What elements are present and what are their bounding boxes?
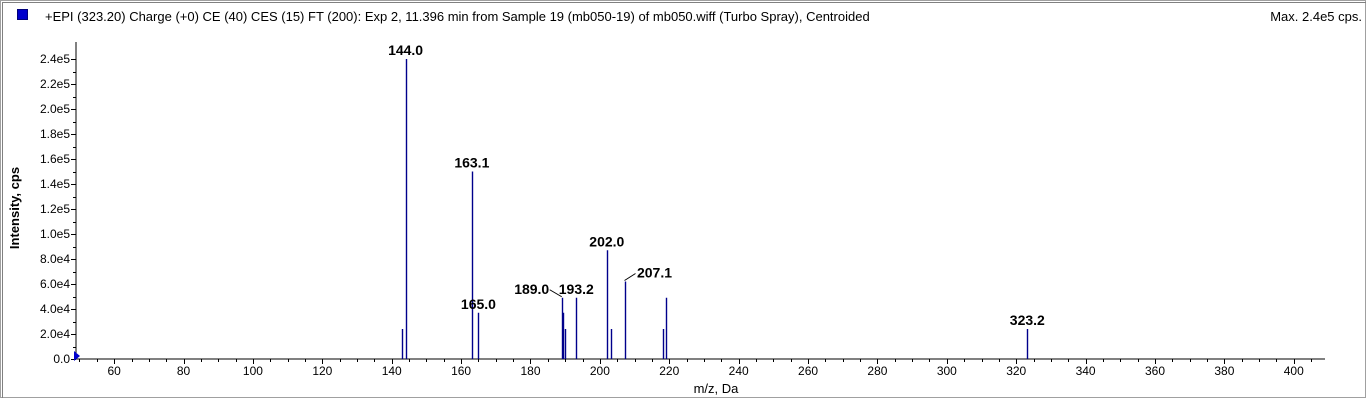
x-tick-label: 320 <box>1006 364 1026 378</box>
x-tick-label: 400 <box>1284 364 1304 378</box>
peak-label: 202.0 <box>589 233 624 249</box>
y-tick-label: 2.0e5 <box>40 102 70 116</box>
peak-label-leader <box>624 273 636 281</box>
y-tick-label: 2.0e4 <box>40 327 70 341</box>
max-intensity-label: Max. 2.4e5 cps. <box>1270 9 1362 24</box>
cursor-marker-icon[interactable] <box>74 351 80 361</box>
x-tick-label: 100 <box>243 364 263 378</box>
x-tick-label: 160 <box>451 364 471 378</box>
x-tick-label: 140 <box>382 364 402 378</box>
peak-label: 207.1 <box>637 265 672 281</box>
x-tick-label: 220 <box>659 364 679 378</box>
x-tick-label: 260 <box>798 364 818 378</box>
peak-label: 323.2 <box>1010 312 1045 328</box>
x-tick-label: 200 <box>590 364 610 378</box>
y-tick-label: 6.0e4 <box>40 277 70 291</box>
x-tick-label: 380 <box>1214 364 1234 378</box>
peaks-group <box>401 59 1029 359</box>
y-tick-label: 2.4e5 <box>40 52 70 66</box>
x-tick-label: 300 <box>937 364 957 378</box>
y-tick-label: 4.0e4 <box>40 302 70 316</box>
y-tick-label: 1.4e5 <box>40 177 70 191</box>
x-axis-title: m/z, Da <box>694 381 740 396</box>
spectrum-title: +EPI (323.20) Charge (+0) CE (40) CES (1… <box>45 9 870 24</box>
axes-group: 60 80 100 120 140 160 180 200 220 240 260 280 300 320… <box>40 42 1325 378</box>
x-tick-label: 280 <box>867 364 887 378</box>
peak-label: 165.0 <box>461 296 496 312</box>
x-tick-label: 240 <box>729 364 749 378</box>
peak-label: 193.2 <box>559 281 594 297</box>
x-tick-label: 80 <box>177 364 191 378</box>
x-tick-label: 120 <box>312 364 332 378</box>
y-tick-label: 1.8e5 <box>40 127 70 141</box>
y-tick-label: 2.2e5 <box>40 77 70 91</box>
x-tick-label: 180 <box>520 364 540 378</box>
peak-label-leader <box>549 289 562 298</box>
x-tick-label: 340 <box>1076 364 1096 378</box>
y-tick-label: 1.0e5 <box>40 227 70 241</box>
x-tick-label: 60 <box>107 364 121 378</box>
y-tick-label: 1.6e5 <box>40 152 70 166</box>
peak-label: 144.0 <box>388 42 423 58</box>
y-axis-title: Intensity, cps <box>7 167 22 249</box>
y-tick-label: 1.2e5 <box>40 202 70 216</box>
series-legend-swatch[interactable] <box>17 9 28 20</box>
peak-annotations-group: 144.0 163.1 165.0 189.0 193.2 202.0 207.1 323.2 <box>388 42 1045 328</box>
y-tick-label: 0.0 <box>53 352 70 366</box>
peak-label: 189.0 <box>514 281 549 297</box>
x-tick-label: 360 <box>1145 364 1165 378</box>
peak-label: 163.1 <box>454 155 489 171</box>
y-tick-label: 8.0e4 <box>40 252 70 266</box>
